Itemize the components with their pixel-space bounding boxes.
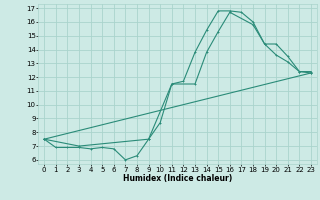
X-axis label: Humidex (Indice chaleur): Humidex (Indice chaleur) xyxy=(123,174,232,183)
